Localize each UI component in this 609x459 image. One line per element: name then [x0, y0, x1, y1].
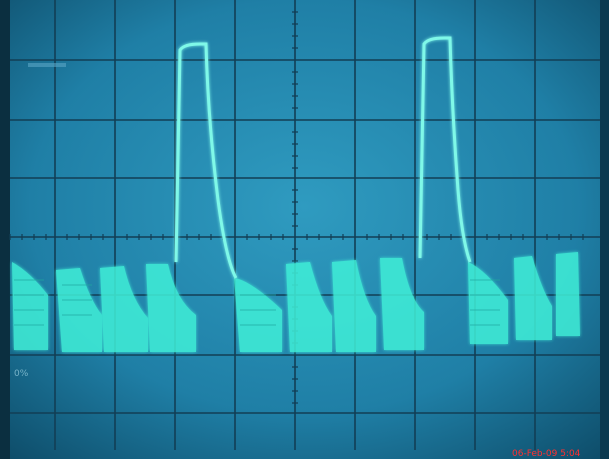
oscilloscope-photo: 0% 06-Feb-09 5:04 — [0, 0, 609, 459]
bezel — [600, 0, 609, 459]
timestamp: 06-Feb-09 5:04 — [512, 449, 581, 459]
screen-label: 0% — [14, 369, 29, 379]
bezel — [0, 0, 10, 459]
screen — [0, 0, 609, 459]
